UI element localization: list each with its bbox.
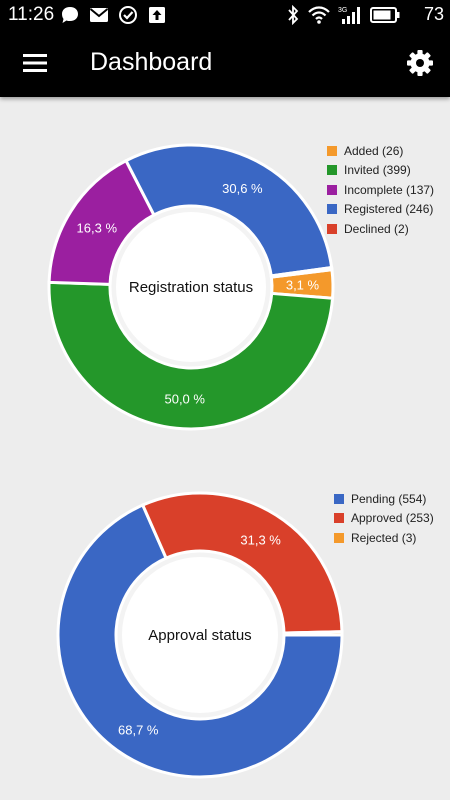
legend-swatch [327, 223, 337, 234]
legend-item-pending[interactable]: Pending (554) [334, 489, 434, 509]
legend-swatch [327, 145, 337, 156]
status-time: 11:26 [8, 4, 55, 25]
approval-status-legend: Pending (554) Approved (253) Rejected (3) [334, 489, 434, 548]
wifi-icon [308, 6, 330, 24]
slice-pending[interactable] [56, 503, 344, 779]
slice-label-added: 3,1 % [286, 278, 320, 293]
legend-swatch [334, 532, 344, 543]
legend-swatch [327, 204, 337, 215]
slice-label-invited: 50,0 % [164, 391, 205, 406]
registration-status-legend: Added (26) Invited (399) Incomplete (137) R… [327, 141, 434, 239]
gear-icon [407, 50, 433, 76]
slice-label-approved: 31,3 % [240, 533, 281, 548]
battery-icon [370, 7, 400, 23]
legend-swatch [327, 165, 337, 176]
status-bar: 11:26 3G [0, 0, 450, 30]
legend-swatch [334, 493, 344, 504]
slice-rejected[interactable] [282, 630, 344, 637]
signal-icon: 3G [338, 7, 360, 24]
registration-status-center-label: Registration status [129, 279, 253, 296]
approval-status-center-label: Approval status [148, 627, 251, 644]
slice-declined[interactable] [269, 265, 334, 279]
approval-status-chart: Approval status 68,7 % 31,3 % [56, 491, 344, 779]
legend-item-incomplete[interactable]: Incomplete (137) [327, 180, 434, 200]
mail-icon [89, 8, 109, 22]
slice-approved[interactable] [140, 491, 344, 635]
legend-item-approved[interactable]: Approved (253) [334, 509, 434, 529]
registration-status-chart: Registration status 3,1 % 50,0 % 16,3 % 30,… [47, 143, 335, 431]
legend-label: Registered (246) [344, 202, 434, 217]
battery-percent: 73 [423, 4, 444, 24]
app-bar: Dashboard [0, 30, 450, 97]
legend-swatch [327, 184, 337, 195]
page-title: Dashboard [90, 48, 213, 76]
legend-label: Incomplete (137) [344, 182, 435, 197]
slice-label-pending: 68,7 % [118, 723, 159, 738]
legend-item-declined[interactable]: Declined (2) [327, 219, 434, 239]
check-circle-icon [119, 6, 137, 24]
menu-button[interactable] [22, 50, 48, 76]
slice-label-incomplete: 16,3 % [77, 220, 118, 235]
legend-item-registered[interactable]: Registered (246) [327, 200, 434, 220]
upload-icon [149, 7, 165, 23]
bluetooth-icon [288, 5, 299, 25]
legend-label: Pending (554) [351, 491, 427, 506]
legend-label: Declined (2) [344, 221, 409, 236]
slice-registered[interactable] [124, 143, 334, 278]
legend-item-added[interactable]: Added (26) [327, 141, 434, 161]
legend-item-rejected[interactable]: Rejected (3) [334, 528, 434, 548]
hamburger-menu-icon [23, 54, 47, 72]
legend-label: Rejected (3) [351, 530, 417, 545]
legend-label: Approved (253) [351, 511, 434, 526]
slice-label-registered: 30,6 % [222, 181, 263, 196]
legend-label: Invited (399) [344, 163, 411, 178]
svg-text:3G: 3G [338, 7, 347, 14]
slice-invited[interactable] [47, 280, 335, 431]
legend-swatch [334, 513, 344, 524]
settings-button[interactable] [406, 49, 434, 77]
chat-bubble-icon [62, 7, 78, 23]
legend-item-invited[interactable]: Invited (399) [327, 161, 434, 181]
legend-label: Added (26) [344, 143, 404, 158]
